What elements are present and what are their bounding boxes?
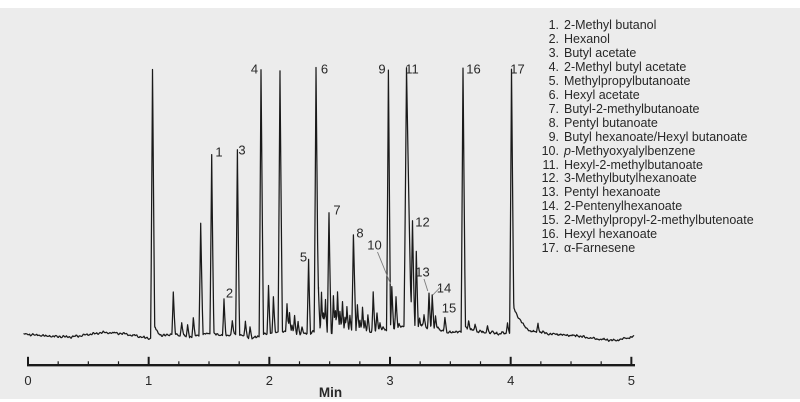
peak-number-7: 7: [333, 203, 340, 218]
legend-item-number: 13.: [541, 185, 559, 200]
legend-item: 10. p-Methyoxyalylbenzene: [538, 143, 796, 159]
legend-item-number: 14.: [541, 199, 559, 214]
legend-item: 3. Butyl acetate: [538, 45, 796, 61]
peak-number-2: 2: [226, 286, 233, 301]
x-axis: 0 1 2 3 4 5: [24, 356, 635, 388]
x-tick-label: 5: [628, 373, 635, 388]
legend-item-number: 1.: [548, 18, 559, 32]
peak-number-17: 17: [510, 62, 524, 77]
legend-item-label: 2-Methylpropyl-2-methylbutenoate: [564, 213, 754, 228]
peak-number-1: 1: [215, 145, 222, 160]
legend-item: 13. Pentyl hexanoate: [538, 185, 796, 200]
legend-item-number: 10.: [541, 143, 559, 158]
legend-item-label: 3-Methylbutylhexanoate: [564, 171, 697, 186]
legend-item-label: Hexyl acetate: [564, 87, 640, 102]
peak-number-6: 6: [321, 62, 328, 77]
legend-item: 17. α-Farnesene: [538, 241, 796, 256]
legend-item: 8. Pentyl butanoate: [538, 115, 796, 131]
legend-item: 9. Butyl hexanoate/Hexyl butanoate: [538, 129, 796, 145]
peak-number-13: 13: [415, 265, 429, 280]
legend-item-label: Hexyl-2-methylbutanoate: [564, 157, 703, 172]
legend-item-number: 7.: [548, 101, 559, 116]
figure-background: [0, 8, 800, 399]
legend-item-label: Hexanol: [564, 31, 610, 46]
legend-item: 6. Hexyl acetate: [538, 87, 796, 103]
x-tick-label: 2: [266, 373, 273, 388]
leader-lines: [377, 251, 441, 296]
legend-item-label: Butyl hexanoate/Hexyl butanoate: [564, 129, 748, 144]
legend-item-label: Hexyl hexanoate: [564, 227, 658, 242]
peak-leader-line: [432, 286, 441, 296]
legend-item: 7. Butyl-2-methylbutanoate: [538, 101, 796, 117]
legend-item-number: 2.: [548, 31, 559, 46]
trace-group: [23, 66, 635, 342]
legend-item-label: Butyl acetate: [564, 45, 637, 60]
legend-item-number: 4.: [548, 59, 559, 74]
legend-item-label: Butyl-2-methylbutanoate: [564, 101, 700, 116]
legend-item-number: 17.: [541, 241, 559, 256]
legend-item-label: Methylpropylbutanoate: [564, 73, 691, 88]
legend-item-number: 11.: [542, 157, 559, 172]
x-tick-label: 4: [507, 373, 514, 388]
peak-leader-line: [377, 251, 391, 285]
peak-leader-line: [423, 278, 429, 292]
peak-number-16: 16: [466, 62, 480, 77]
peak-number-8: 8: [356, 226, 363, 241]
peak-number-3: 3: [238, 143, 245, 158]
legend-item: 15. 2-Methylpropyl-2-methylbutenoate: [538, 213, 796, 228]
peak-number-12: 12: [415, 215, 429, 230]
legend-item-label: Pentyl hexanoate: [564, 185, 661, 200]
peak-number-15: 15: [442, 301, 456, 316]
legend-item: 16. Hexyl hexanoate: [538, 227, 796, 242]
peak-number-9: 9: [378, 62, 385, 77]
legend-item: 14. 2-Pentenylhexanoate: [538, 199, 796, 214]
legend-item-number: 12.: [541, 171, 559, 186]
x-tick-label: 1: [145, 373, 152, 388]
legend-item-label: 2-Methyl butyl acetate: [564, 59, 687, 74]
legend-item-number: 9.: [548, 129, 559, 144]
legend-item: 4. 2-Methyl butyl acetate: [538, 59, 796, 75]
legend-item-number: 15.: [541, 213, 559, 228]
peak-number-4: 4: [251, 62, 258, 77]
peak-number-11: 11: [405, 62, 419, 77]
legend-item-number: 16.: [541, 227, 559, 242]
x-tick-label: 3: [386, 373, 393, 388]
chromatogram-trace: [23, 66, 635, 342]
legend-item: 5. Methylpropylbutanoate: [538, 73, 796, 89]
legend-item: 11. Hexyl-2-methylbutanoate: [538, 157, 796, 173]
legend-item-label: Pentyl butanoate: [564, 115, 658, 130]
legend-item: 1. 2-Methyl butanol: [538, 18, 796, 33]
legend-item: 2. Hexanol: [538, 31, 796, 47]
legend-item: 12. 3-Methylbutylhexanoate: [538, 172, 796, 186]
legend-item-number: 6.: [548, 87, 559, 102]
peak-number-14: 14: [437, 281, 451, 296]
legend-item-label: 2-Methyl butanol: [564, 18, 657, 32]
legend-item-number: 5.: [548, 73, 559, 88]
legend-item-number: 3.: [548, 45, 559, 60]
x-tick-label: 0: [24, 373, 31, 388]
legend-item-label: 2-Pentenylhexanoate: [564, 199, 683, 214]
compound-legend: 1. 2-Methyl butanol 2. Hexanol 3. Butyl aceta…: [538, 18, 796, 256]
x-axis-title: Min: [319, 385, 342, 400]
peak-number-10: 10: [367, 238, 381, 253]
peak-number-5: 5: [300, 250, 307, 265]
legend-item-label: α-Farnesene: [564, 241, 636, 256]
legend-item-label: p-Methyoxyalylbenzene: [564, 143, 696, 158]
legend-item-number: 8.: [548, 115, 559, 130]
